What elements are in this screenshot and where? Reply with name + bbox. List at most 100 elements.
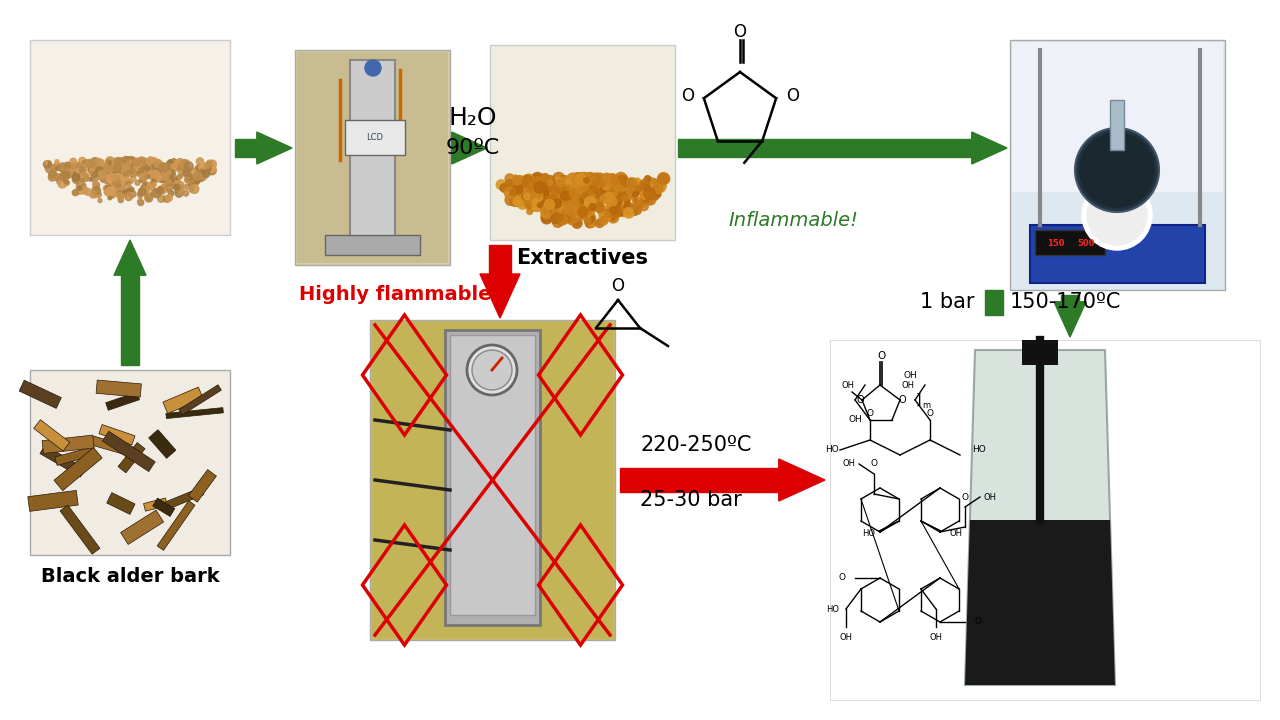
Circle shape [111,194,115,198]
Circle shape [73,192,77,195]
Circle shape [586,189,594,196]
Circle shape [172,161,178,168]
Circle shape [165,177,173,185]
Circle shape [97,166,104,173]
Circle shape [595,174,604,182]
Circle shape [178,167,186,175]
Circle shape [591,179,596,184]
Circle shape [87,162,91,166]
Circle shape [650,192,659,200]
Circle shape [559,187,570,197]
Circle shape [122,161,128,168]
Circle shape [595,189,603,198]
Circle shape [184,162,193,171]
Circle shape [604,186,616,198]
Circle shape [123,158,131,165]
Circle shape [119,162,127,170]
Circle shape [581,177,589,184]
Circle shape [206,166,211,171]
Circle shape [148,165,152,169]
Circle shape [211,167,216,172]
Circle shape [497,180,506,189]
Circle shape [522,176,534,187]
Circle shape [584,208,590,214]
Circle shape [124,157,132,166]
Circle shape [118,162,124,168]
Circle shape [79,167,84,173]
Circle shape [65,163,72,169]
Circle shape [553,189,564,200]
Circle shape [160,185,166,192]
Circle shape [195,179,200,184]
Bar [451,335,535,615]
Text: OH: OH [841,380,855,390]
Circle shape [588,175,599,187]
Circle shape [512,176,521,185]
Circle shape [579,183,588,192]
Circle shape [554,186,563,195]
Circle shape [570,174,577,181]
Circle shape [141,187,147,194]
Circle shape [72,176,81,184]
Circle shape [598,185,608,196]
Circle shape [539,192,549,202]
Text: OH: OH [950,528,963,538]
Circle shape [600,188,608,195]
Circle shape [586,176,595,184]
Text: Extractives: Extractives [517,248,649,268]
Circle shape [138,195,142,199]
Circle shape [600,217,607,222]
Circle shape [189,184,198,194]
Circle shape [119,169,123,173]
Circle shape [579,199,584,203]
Circle shape [581,176,586,181]
Circle shape [545,195,557,207]
Circle shape [150,171,152,174]
Circle shape [573,173,584,183]
Circle shape [128,158,134,165]
Circle shape [172,179,174,181]
Circle shape [590,184,599,192]
Circle shape [589,189,596,197]
Polygon shape [965,520,1115,685]
Circle shape [157,163,165,171]
Circle shape [576,187,584,194]
Circle shape [607,203,616,212]
Circle shape [516,201,520,204]
Bar [102,431,155,472]
Circle shape [593,175,600,182]
Polygon shape [965,350,1115,685]
Circle shape [605,197,612,204]
Circle shape [584,189,595,201]
Circle shape [609,207,618,215]
Circle shape [87,161,93,168]
Circle shape [602,179,608,186]
Circle shape [570,182,576,189]
Circle shape [118,197,123,202]
Circle shape [562,210,572,220]
Circle shape [198,172,207,180]
Circle shape [582,176,588,181]
Circle shape [536,194,543,200]
Circle shape [159,186,161,190]
Circle shape [568,175,575,181]
Circle shape [163,169,166,172]
Circle shape [77,167,81,171]
Circle shape [175,190,178,193]
Circle shape [129,161,133,163]
Circle shape [166,178,174,186]
Circle shape [640,196,646,202]
Circle shape [614,177,620,182]
Circle shape [577,176,585,184]
Circle shape [95,172,99,176]
Circle shape [643,199,648,204]
Circle shape [577,199,584,206]
Circle shape [595,219,604,228]
Circle shape [109,165,114,169]
Circle shape [628,192,636,199]
Circle shape [544,185,550,192]
Circle shape [573,199,579,204]
Circle shape [134,161,142,167]
Circle shape [538,185,545,194]
Circle shape [132,166,136,170]
